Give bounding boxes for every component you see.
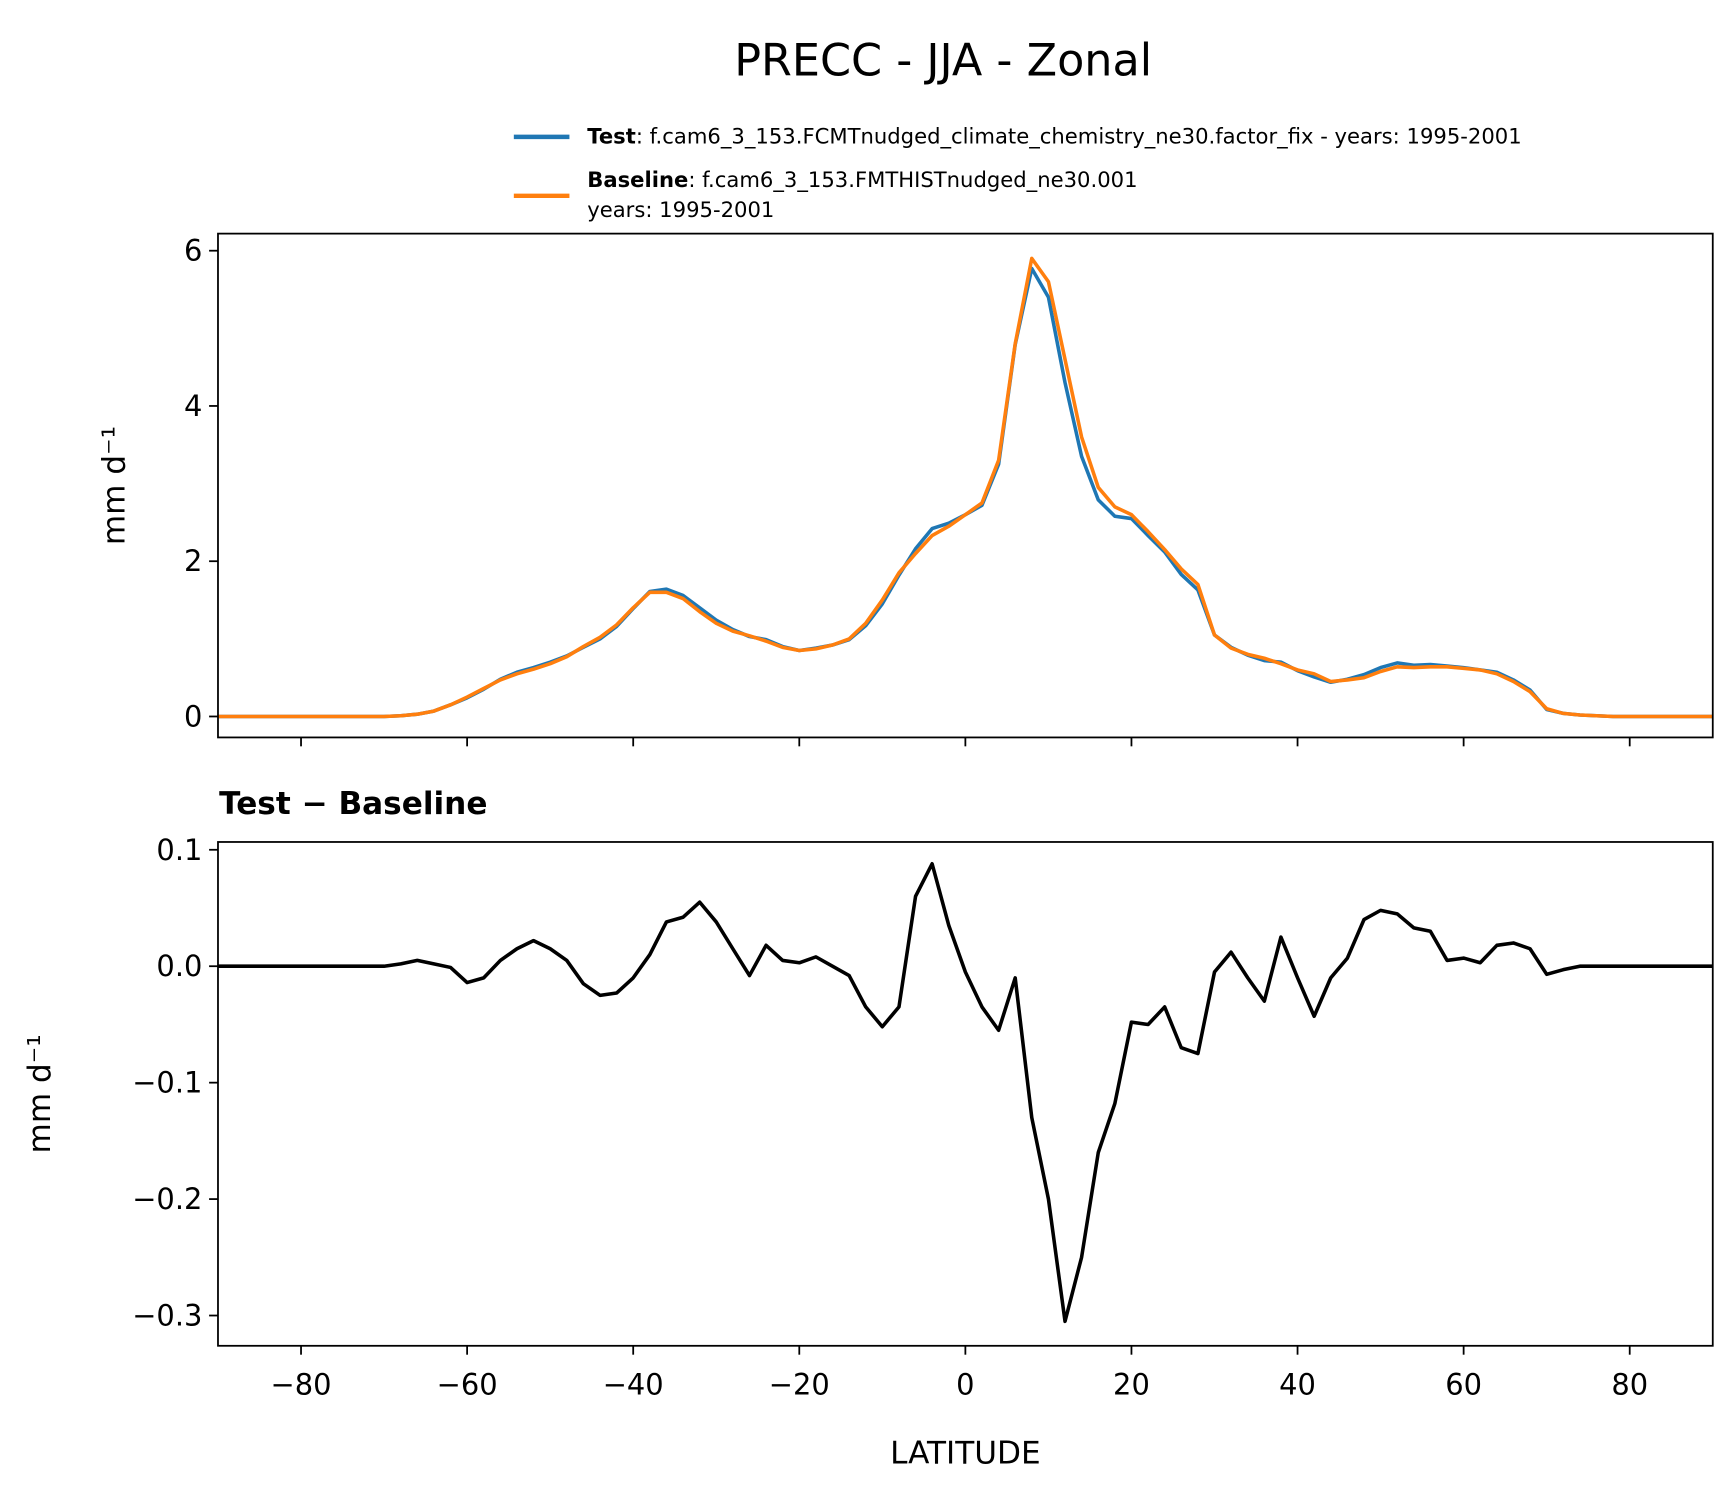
x-axis-label: LATITUDE: [890, 1436, 1041, 1472]
x-tick-label: 0: [956, 1368, 974, 1402]
x-tick-label: −80: [271, 1368, 332, 1402]
y-tick-label: −0.3: [132, 1299, 202, 1333]
x-tick-label: −60: [437, 1368, 498, 1402]
legend-text: years: 1995-2001: [587, 197, 774, 222]
legend-description: : f.cam6_3_153.FMTHISTnudged_ne30.001: [688, 167, 1137, 193]
y-tick-label: −0.2: [132, 1182, 202, 1216]
legend-text: Test: f.cam6_3_153.FCMTnudged_climate_ch…: [587, 124, 1521, 150]
x-tick-label: 60: [1445, 1368, 1482, 1402]
series-line: [217, 256, 1713, 719]
series-line: [217, 861, 1713, 1324]
y-tick-label: 0.0: [156, 949, 202, 983]
x-tick-label: 20: [1113, 1368, 1150, 1402]
subplot-title: Test − Baseline: [219, 786, 487, 822]
y-tick-label: 0.1: [156, 833, 202, 867]
x-tick-label: 40: [1279, 1368, 1316, 1402]
legend-description: : f.cam6_3_153.FCMTnudged_climate_chemis…: [636, 124, 1522, 150]
legend-name: Baseline: [587, 167, 688, 192]
y-tick-label: 4: [184, 389, 202, 423]
axes-frame: [217, 841, 1714, 1347]
y-tick-label: 6: [184, 234, 202, 268]
series-line: [217, 266, 1713, 719]
legend-text: Baseline: f.cam6_3_153.FMTHISTnudged_ne3…: [587, 167, 1137, 193]
y-axis-label: mm d⁻¹: [22, 1034, 58, 1153]
y-axis-label: mm d⁻¹: [97, 426, 133, 545]
chart-title: PRECC - JJA - Zonal: [734, 36, 1152, 87]
legend-name: Test: [587, 124, 636, 149]
x-tick-label: −20: [769, 1368, 830, 1402]
axes-frame: [217, 232, 1714, 739]
y-tick-label: 0: [184, 699, 202, 733]
y-tick-label: −0.1: [132, 1066, 202, 1100]
x-tick-label: −40: [603, 1368, 664, 1402]
y-tick-label: 2: [184, 544, 202, 578]
legend-description: years: 1995-2001: [587, 197, 774, 222]
x-tick-label: 80: [1611, 1368, 1648, 1402]
